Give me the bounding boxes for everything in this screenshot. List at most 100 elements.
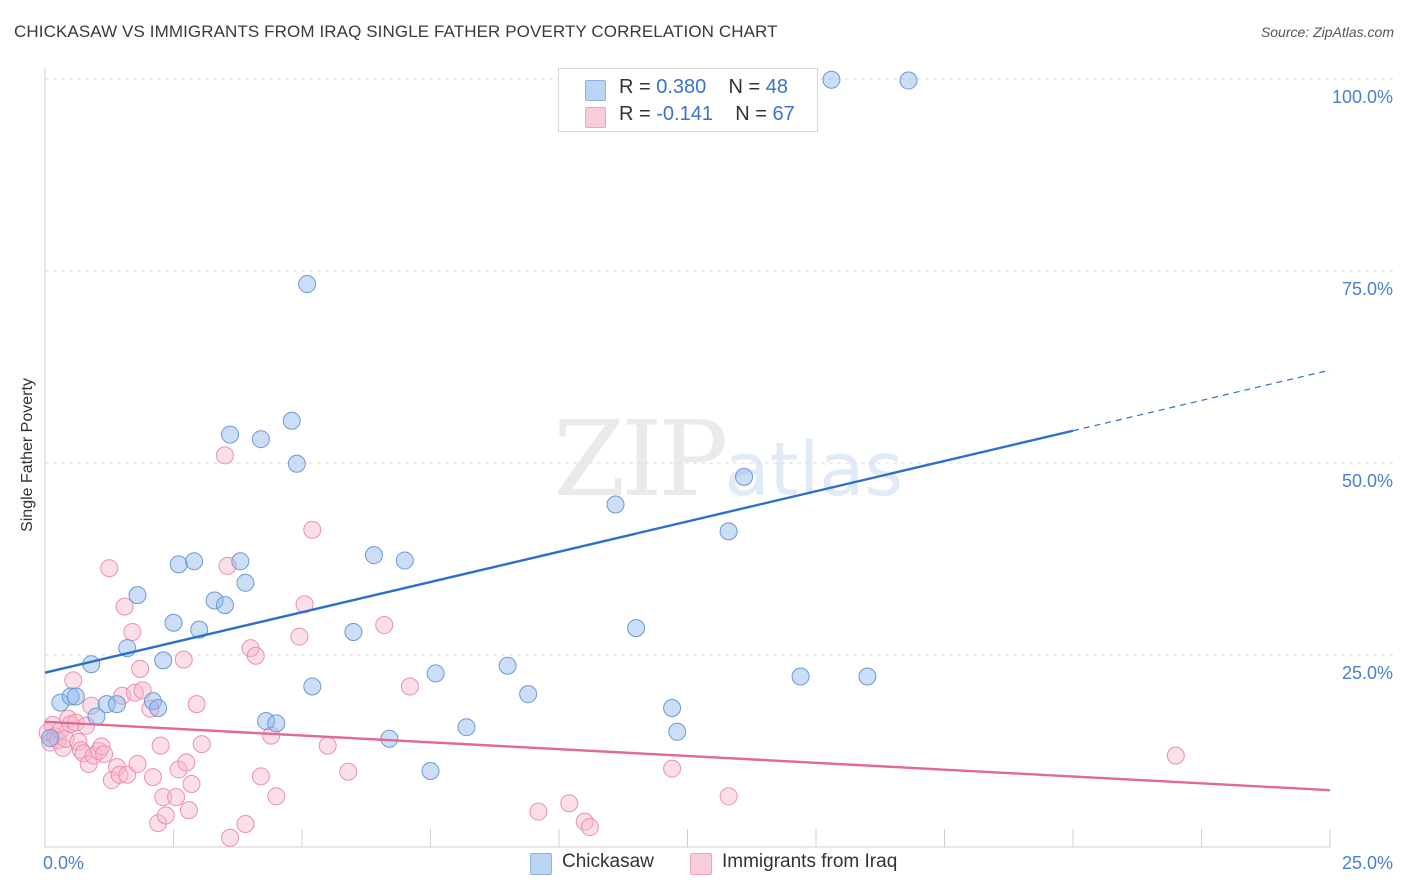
iraq-point [179, 801, 198, 820]
chickasaw-point [66, 687, 85, 706]
chickasaw-point [205, 591, 224, 610]
watermark: ZIPatlas [553, 398, 903, 520]
chickasaw-point [267, 714, 286, 733]
iraq-point [303, 520, 322, 539]
iraq-point [131, 659, 150, 678]
chickasaw-point [61, 687, 80, 706]
chickasaw-point [215, 596, 234, 615]
iraq-point [215, 446, 234, 465]
chickasaw-point [344, 622, 363, 641]
bottom-legend-label-iraq: Immigrants from Iraq [722, 851, 898, 872]
chickasaw-point [51, 693, 70, 712]
chickasaw-point [668, 722, 687, 741]
iraq-point [174, 650, 193, 669]
series-chickasaw-points [41, 70, 918, 780]
iraq-point [128, 755, 147, 774]
iraq-point [82, 696, 101, 715]
iraq-point [221, 828, 240, 847]
chickasaw-point [899, 71, 918, 90]
iraq-point [663, 759, 682, 778]
iraq-point [375, 616, 394, 635]
legend-n-value: 67 [772, 103, 795, 125]
iraq-point [177, 753, 196, 772]
iraq-point [290, 627, 309, 646]
iraq-point [100, 559, 119, 578]
chickasaw-point [498, 656, 517, 675]
iraq-point [115, 597, 134, 616]
iraq-point [169, 760, 188, 779]
iraq-point [154, 788, 173, 807]
chickasaw-point [282, 411, 301, 430]
gridlines [45, 78, 1395, 656]
source-label: Source: ZipAtlas.com [1260, 24, 1394, 40]
chickasaw-point [395, 551, 414, 570]
chickasaw-point [287, 454, 306, 473]
iraq-point [192, 735, 211, 754]
iraq-point [1166, 746, 1185, 765]
chickasaw-point [298, 275, 317, 294]
legend-n-label: N = [728, 76, 766, 98]
legend-swatch-chickasaw [585, 80, 606, 101]
chickasaw-point [185, 552, 204, 571]
chickasaw-point [457, 718, 476, 737]
chickasaw-point [663, 698, 682, 717]
legend-n-label: N = [735, 103, 773, 125]
chickasaw-point [154, 651, 173, 670]
iraq-point [151, 736, 170, 755]
chickasaw-point [190, 620, 209, 639]
iraq-point [143, 768, 162, 787]
iraq-point [79, 755, 98, 774]
chickasaw-point [251, 430, 270, 449]
chickasaw-point [519, 685, 538, 704]
iraq-point [529, 802, 548, 821]
axes [44, 68, 1331, 848]
iraq-point [156, 806, 175, 825]
chickasaw-point [303, 677, 322, 696]
chickasaw-point [364, 546, 383, 565]
chickasaw-trend-extension [1072, 369, 1331, 432]
legend-r-value: -0.141 [656, 103, 713, 125]
x-tick-label-max: 25.0% [1342, 853, 1393, 873]
iraq-trend-line [44, 720, 1331, 792]
iraq-point [339, 762, 358, 781]
iraq-point [251, 767, 270, 786]
chickasaw-point [236, 573, 255, 592]
iraq-point [400, 677, 419, 696]
legend-r-label: R = [619, 103, 657, 125]
iraq-point [719, 787, 738, 806]
bottom-legend-swatch-chickasaw [530, 853, 552, 875]
iraq-point [236, 814, 255, 833]
chickasaw-point [822, 70, 841, 89]
iraq-point [95, 745, 114, 764]
chickasaw-point [97, 695, 116, 714]
watermark-atlas: atlas [724, 427, 904, 513]
legend-r-value: 0.380 [656, 76, 707, 98]
series-iraq-points [38, 446, 1185, 847]
iraq-point [318, 736, 337, 755]
chickasaw-point [791, 667, 810, 686]
legend-n-value: 48 [765, 76, 789, 98]
correlation-legend: R = 0.380 N = 48 R = -0.141 N = 67 [558, 68, 818, 132]
chickasaw-point [149, 698, 168, 717]
iraq-point [295, 595, 314, 614]
chickasaw-point [719, 522, 738, 541]
iraq-point [580, 818, 599, 837]
chickasaw-point [606, 495, 625, 514]
iraq-point [187, 695, 206, 714]
chickasaw-point [627, 619, 646, 638]
iraq-point [123, 622, 142, 641]
chickasaw-point [221, 425, 240, 444]
chickasaw-trend-line [44, 429, 1074, 674]
iraq-point [64, 671, 83, 690]
y-tick-label-75: 75.0% [1342, 279, 1393, 299]
iraq-point [149, 814, 168, 833]
chart-title: CHICKASAW VS IMMIGRANTS FROM IRAQ SINGLE… [14, 22, 778, 41]
chickasaw-point [41, 728, 60, 747]
y-tick-label-100: 100.0% [1332, 87, 1393, 107]
y-tick-label-50: 50.0% [1342, 471, 1393, 491]
iraq-point [575, 812, 594, 831]
iraq-point [110, 765, 129, 784]
iraq-point [267, 787, 286, 806]
bottom-legend-swatch-iraq [690, 853, 712, 875]
